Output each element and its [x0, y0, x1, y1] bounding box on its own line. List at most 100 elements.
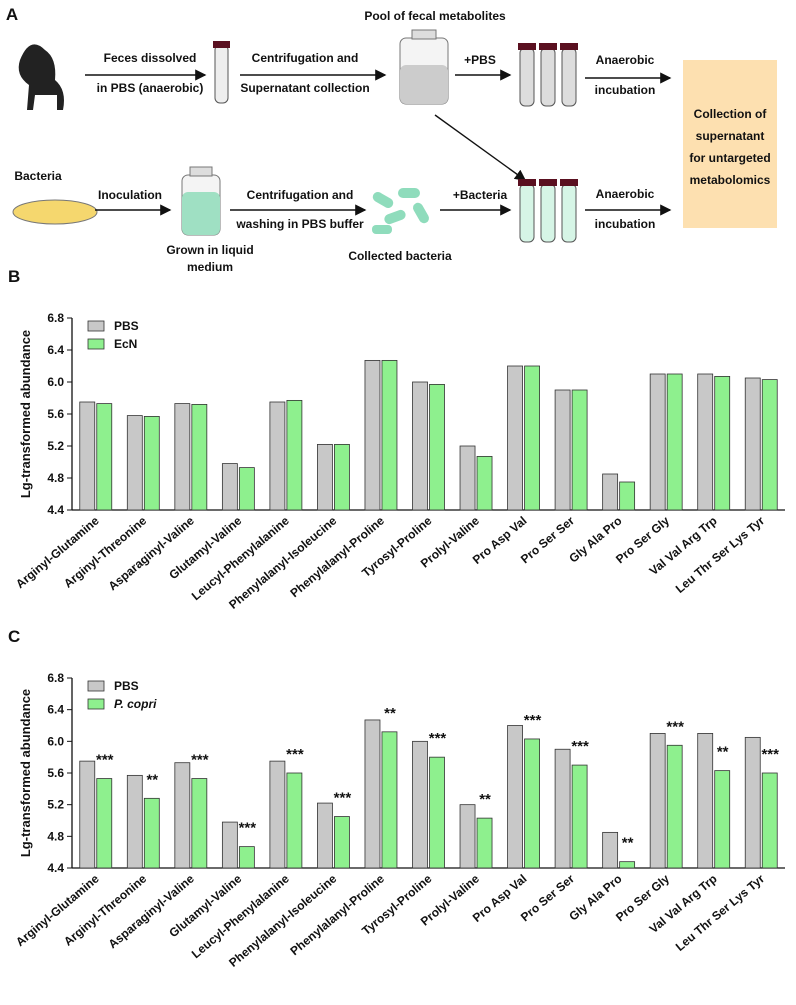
monkey-icon: [18, 44, 64, 110]
bottle-cap: [189, 166, 213, 177]
label: Collected bacteria: [348, 249, 452, 263]
label: incubation: [595, 83, 656, 97]
bar: [79, 760, 96, 869]
legend-label: EcN: [114, 337, 137, 351]
y-axis-label: Lg-transformed abundance: [18, 330, 33, 498]
significance: ***: [239, 820, 257, 837]
bar: [697, 733, 714, 869]
label: Collection of: [694, 107, 768, 121]
x-tick-label: Arginyl-Glutamine: [13, 513, 102, 591]
y-tick-label: 4.4: [47, 861, 64, 875]
legend-swatch: [87, 680, 105, 692]
bar: [714, 375, 731, 511]
bar: [126, 774, 143, 869]
label: Supernatant collection: [240, 81, 369, 95]
bar: [221, 821, 238, 869]
legend-label: PBS: [114, 679, 139, 693]
significance: ***: [286, 746, 304, 763]
bar: [96, 778, 113, 869]
y-tick-label: 5.6: [47, 766, 64, 780]
significance: ***: [334, 790, 352, 807]
bacteria-icon: [372, 188, 429, 234]
legend-label: P. copri: [114, 697, 157, 711]
label: +PBS: [464, 53, 496, 67]
bar: [79, 401, 96, 511]
bar: [554, 748, 571, 869]
x-tick-label: Arginyl-Threonine: [61, 513, 149, 590]
arrow: [434, 114, 527, 181]
significance: **: [146, 771, 158, 788]
label: Bacteria: [14, 169, 62, 183]
bar: [143, 797, 160, 869]
bar: [364, 719, 381, 869]
legend-label: PBS: [114, 319, 139, 333]
bar: [269, 760, 286, 869]
bar: [238, 846, 255, 869]
significance: **: [384, 705, 396, 722]
bar: [744, 736, 761, 869]
bar: [126, 415, 143, 511]
significance: ***: [191, 752, 209, 769]
bar: [459, 445, 476, 511]
label: Anaerobic: [596, 187, 655, 201]
label: supernatant: [696, 129, 765, 143]
bar: [619, 861, 636, 869]
y-tick-label: 6.4: [47, 343, 64, 357]
y-tick-label: 5.6: [47, 407, 64, 421]
bar: [191, 403, 208, 511]
y-tick-label: 6.0: [47, 734, 64, 748]
bar: [649, 733, 666, 869]
bar: [524, 365, 540, 511]
bar: [317, 443, 333, 511]
legend-swatch: [87, 320, 105, 332]
bar: [286, 399, 303, 511]
label: Feces dissolved: [104, 51, 197, 65]
tubes: [518, 43, 578, 107]
label: Grown in liquid: [166, 243, 253, 257]
y-tick-label: 5.2: [47, 439, 64, 453]
bar: [143, 415, 160, 511]
label: medium: [187, 260, 233, 274]
bar: [334, 816, 350, 869]
y-axis-label: Lg-transformed abundance: [18, 689, 33, 857]
bar: [761, 772, 778, 869]
y-tick-label: 4.4: [47, 503, 64, 517]
result-box: [683, 60, 777, 228]
tubes: [518, 179, 578, 243]
bar: [761, 379, 778, 511]
bar: [507, 365, 523, 511]
tube-cap: [213, 41, 230, 48]
significance: ***: [429, 730, 447, 747]
bar: [571, 389, 588, 511]
y-tick-label: 5.2: [47, 798, 64, 812]
bar: [619, 481, 636, 511]
petri-dish: [12, 199, 98, 225]
label: Inoculation: [98, 188, 162, 202]
x-tick-label: Phenylalanyl-Proline: [287, 871, 387, 958]
significance: **: [717, 744, 729, 761]
significance: ***: [524, 712, 542, 729]
bar: [459, 804, 476, 869]
bar: [191, 778, 208, 869]
label: for untargeted: [689, 151, 770, 165]
x-tick-label: Arginyl-Threonine: [61, 871, 149, 948]
bar: [334, 443, 350, 511]
bar: [524, 738, 540, 869]
bar: [429, 383, 445, 511]
significance: ***: [761, 746, 779, 763]
bottle-fill: [400, 65, 448, 104]
y-tick-label: 4.8: [47, 471, 64, 485]
bar: [429, 756, 445, 869]
x-tick-label: Leu Thr Ser Lys Tyr: [673, 871, 768, 954]
bar: [174, 762, 191, 869]
bar: [666, 373, 683, 511]
bar: [286, 772, 303, 869]
label: incubation: [595, 217, 656, 231]
x-tick-label: Leu Thr Ser Lys Tyr: [673, 513, 768, 596]
y-tick-label: 6.8: [47, 311, 64, 325]
tube: [214, 44, 229, 104]
bar: [602, 831, 619, 869]
panel-label: B: [8, 267, 20, 286]
bar: [602, 473, 619, 511]
